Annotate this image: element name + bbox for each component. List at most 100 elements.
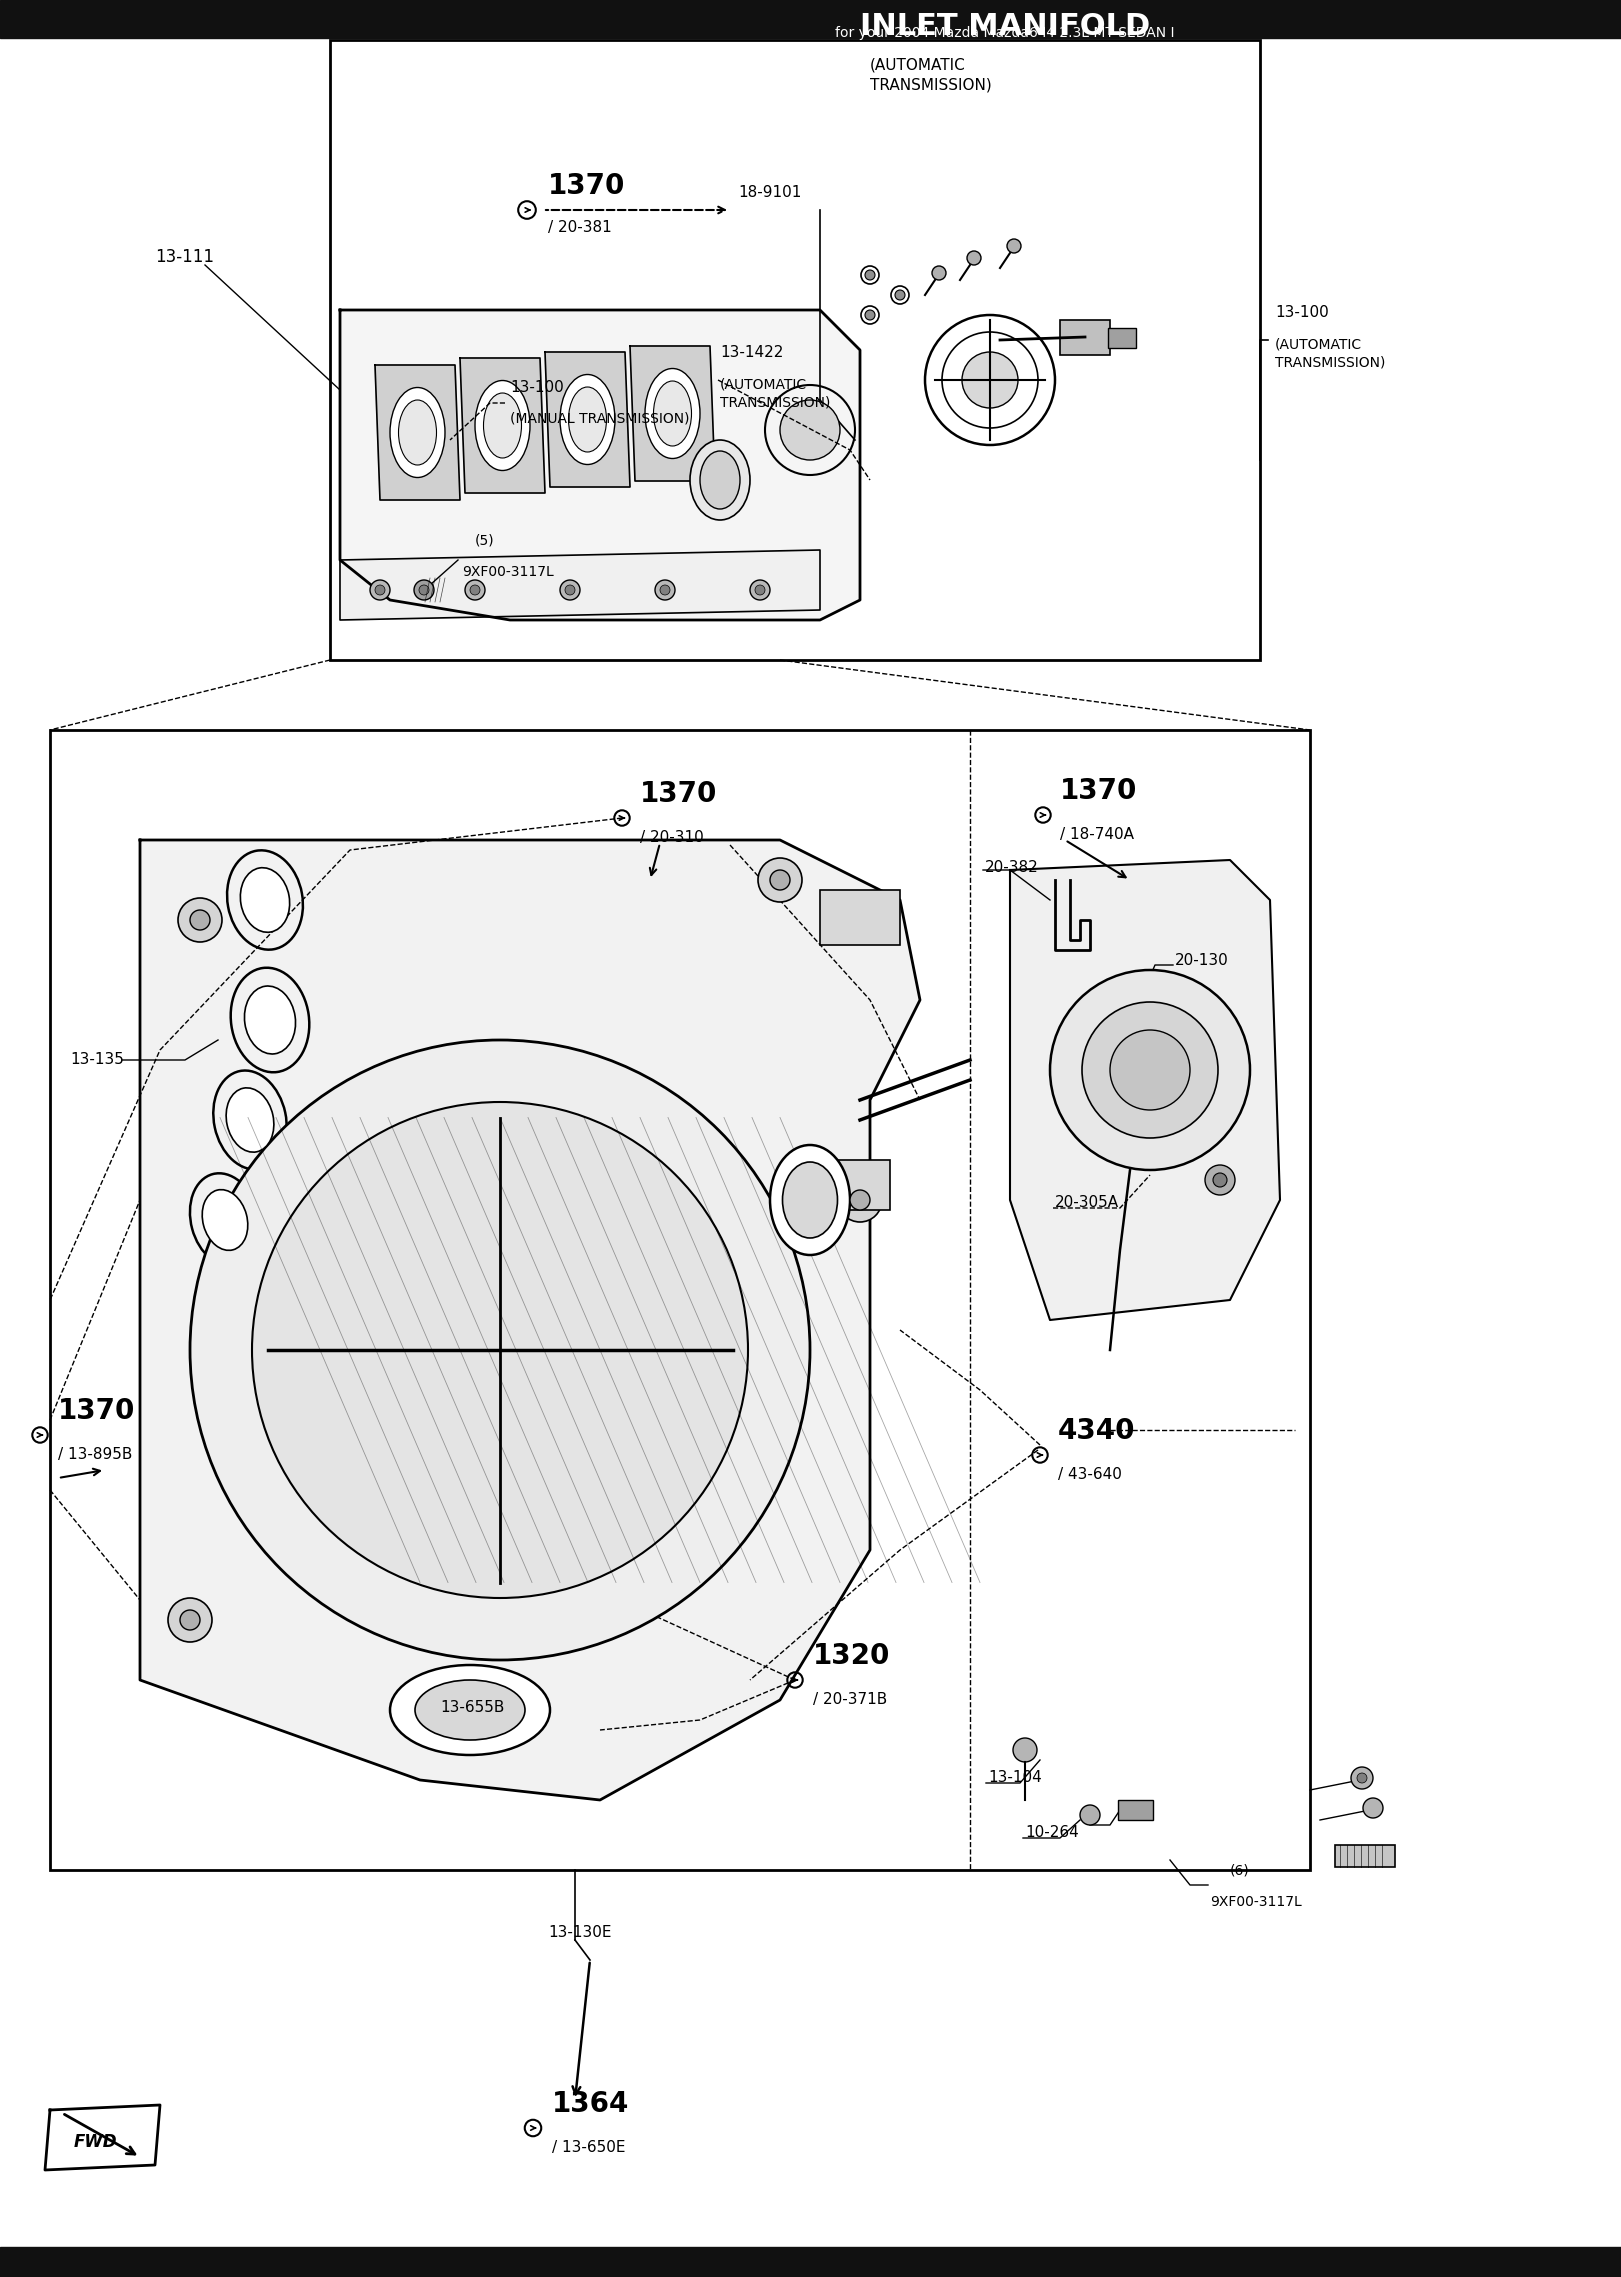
Bar bbox=[50, 731, 1310, 1869]
Text: / 13-650E: / 13-650E bbox=[553, 2140, 626, 2154]
Circle shape bbox=[866, 310, 875, 321]
Circle shape bbox=[849, 1191, 870, 1209]
Circle shape bbox=[1050, 970, 1250, 1170]
Text: / 13-895B: / 13-895B bbox=[58, 1446, 133, 1462]
Circle shape bbox=[559, 581, 580, 601]
Circle shape bbox=[751, 581, 770, 601]
Circle shape bbox=[1110, 1029, 1190, 1109]
Text: TRANSMISSION): TRANSMISSION) bbox=[1276, 355, 1386, 369]
Circle shape bbox=[180, 1610, 199, 1630]
Text: 13-1422: 13-1422 bbox=[720, 346, 783, 360]
Circle shape bbox=[418, 585, 430, 594]
Text: 1370: 1370 bbox=[1060, 776, 1138, 806]
Text: FWD: FWD bbox=[73, 2134, 117, 2152]
Circle shape bbox=[1204, 1166, 1235, 1195]
Text: 4340: 4340 bbox=[1059, 1416, 1135, 1446]
Polygon shape bbox=[340, 310, 861, 619]
Ellipse shape bbox=[559, 373, 614, 465]
Text: 13-130E: 13-130E bbox=[548, 1924, 611, 1940]
Text: (MANUAL TRANSMISSION): (MANUAL TRANSMISSION) bbox=[511, 412, 689, 426]
Ellipse shape bbox=[475, 380, 530, 471]
Polygon shape bbox=[45, 2104, 160, 2170]
Text: / 20-381: / 20-381 bbox=[548, 221, 611, 235]
Circle shape bbox=[1007, 239, 1021, 253]
Circle shape bbox=[190, 1041, 810, 1660]
Bar bbox=[0, 2247, 1621, 2277]
Text: 1370: 1370 bbox=[640, 781, 718, 808]
Bar bbox=[1109, 328, 1136, 348]
Circle shape bbox=[866, 271, 875, 280]
Bar bbox=[1118, 1801, 1153, 1819]
Text: 9XF00-3117L: 9XF00-3117L bbox=[462, 565, 554, 578]
Circle shape bbox=[190, 911, 211, 929]
Circle shape bbox=[961, 353, 1018, 408]
Circle shape bbox=[660, 585, 669, 594]
Text: 13-100: 13-100 bbox=[511, 380, 564, 394]
Ellipse shape bbox=[203, 1189, 248, 1250]
Polygon shape bbox=[631, 346, 715, 480]
Bar bbox=[1336, 1844, 1396, 1867]
Circle shape bbox=[780, 401, 840, 460]
Circle shape bbox=[370, 581, 391, 601]
Circle shape bbox=[838, 1177, 882, 1223]
Circle shape bbox=[968, 250, 981, 264]
Text: (6): (6) bbox=[1230, 1865, 1250, 1879]
Circle shape bbox=[1013, 1737, 1037, 1762]
Text: TRANSMISSION): TRANSMISSION) bbox=[720, 394, 830, 410]
Text: 1364: 1364 bbox=[553, 2090, 629, 2118]
Circle shape bbox=[169, 1598, 212, 1642]
Text: 13-135: 13-135 bbox=[70, 1052, 123, 1068]
Text: / 43-640: / 43-640 bbox=[1059, 1466, 1122, 1482]
Circle shape bbox=[1080, 1806, 1101, 1824]
Ellipse shape bbox=[240, 868, 290, 931]
Text: 1370: 1370 bbox=[548, 173, 626, 200]
Circle shape bbox=[470, 585, 480, 594]
Ellipse shape bbox=[691, 439, 751, 519]
Text: INLET MANIFOLD: INLET MANIFOLD bbox=[859, 11, 1151, 41]
Bar bbox=[0, 0, 1621, 39]
Ellipse shape bbox=[391, 387, 446, 478]
Polygon shape bbox=[460, 357, 545, 494]
Text: 10-264: 10-264 bbox=[1024, 1824, 1078, 1840]
Ellipse shape bbox=[783, 1161, 838, 1239]
Circle shape bbox=[759, 858, 802, 902]
Polygon shape bbox=[374, 364, 460, 501]
Ellipse shape bbox=[245, 986, 295, 1054]
Ellipse shape bbox=[227, 1088, 274, 1152]
Text: 20-382: 20-382 bbox=[986, 861, 1039, 874]
Circle shape bbox=[1350, 1767, 1373, 1790]
Text: / 20-310: / 20-310 bbox=[640, 831, 704, 845]
Circle shape bbox=[932, 266, 947, 280]
Text: 18-9101: 18-9101 bbox=[738, 184, 801, 200]
Text: / 18-740A: / 18-740A bbox=[1060, 827, 1135, 842]
Text: 1320: 1320 bbox=[814, 1642, 890, 1669]
Bar bbox=[331, 41, 1260, 660]
Circle shape bbox=[413, 581, 434, 601]
Text: for your 2004 Mazda Mazda6 I4 2.3L MT SEDAN I: for your 2004 Mazda Mazda6 I4 2.3L MT SE… bbox=[835, 25, 1175, 41]
Circle shape bbox=[770, 870, 789, 890]
Circle shape bbox=[895, 289, 905, 301]
Ellipse shape bbox=[399, 401, 436, 465]
Bar bbox=[820, 890, 900, 945]
Circle shape bbox=[1357, 1774, 1367, 1783]
Text: (5): (5) bbox=[475, 535, 494, 549]
Circle shape bbox=[1213, 1173, 1227, 1186]
Ellipse shape bbox=[569, 387, 606, 453]
Ellipse shape bbox=[391, 1664, 550, 1756]
Text: 13-100: 13-100 bbox=[1276, 305, 1329, 321]
Circle shape bbox=[1363, 1799, 1383, 1817]
Text: / 20-371B: / 20-371B bbox=[814, 1692, 887, 1708]
Text: (AUTOMATIC: (AUTOMATIC bbox=[1276, 337, 1362, 353]
Circle shape bbox=[566, 585, 575, 594]
Polygon shape bbox=[1010, 861, 1281, 1321]
Circle shape bbox=[374, 585, 386, 594]
Bar bbox=[1060, 321, 1110, 355]
Text: TRANSMISSION): TRANSMISSION) bbox=[870, 77, 992, 93]
Circle shape bbox=[1081, 1002, 1217, 1138]
Ellipse shape bbox=[645, 369, 700, 458]
Text: (AUTOMATIC: (AUTOMATIC bbox=[870, 57, 966, 73]
Text: 1370: 1370 bbox=[58, 1398, 136, 1425]
Ellipse shape bbox=[770, 1145, 849, 1255]
Polygon shape bbox=[340, 551, 820, 619]
Circle shape bbox=[655, 581, 674, 601]
